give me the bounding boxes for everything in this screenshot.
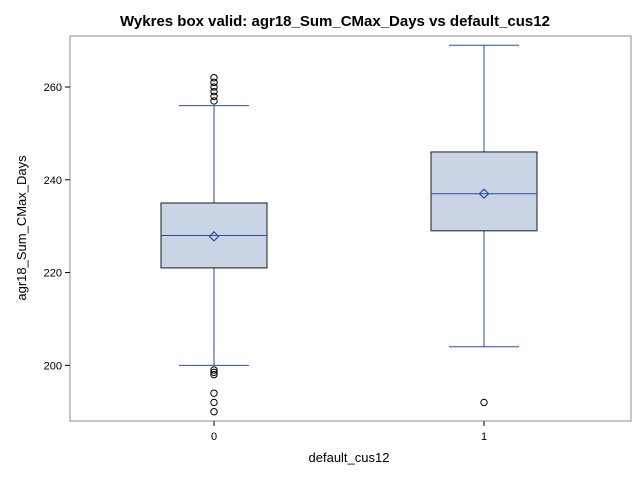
outlier-point	[210, 389, 218, 397]
y-tick-label: 200	[44, 360, 62, 372]
x-axis-label: default_cus12	[309, 450, 390, 465]
outlier-point	[210, 92, 218, 101]
outlier-point	[210, 74, 218, 82]
y-tick-label: 260	[44, 82, 62, 94]
outlier-point	[210, 370, 218, 379]
outlier-point	[210, 78, 218, 87]
outlier-point	[210, 366, 218, 374]
y-tick-label: 220	[44, 268, 62, 280]
chart-title: Wykres box valid: agr18_Sum_CMax_Days vs…	[120, 13, 550, 30]
outlier-point	[210, 83, 218, 91]
outlier-point	[480, 398, 488, 407]
outlier-point	[210, 97, 218, 105]
box-group-0	[160, 74, 268, 416]
box-group-1	[430, 44, 538, 407]
x-tick-label: 1	[481, 431, 487, 443]
outlier-point	[210, 408, 218, 416]
outlier-point	[210, 368, 218, 376]
y-tick-label: 240	[44, 175, 62, 187]
plot-area-frame	[69, 35, 632, 422]
iqr-box	[430, 151, 538, 232]
box-series	[160, 44, 538, 416]
x-tick-label: 0	[211, 431, 217, 443]
mean-marker	[208, 231, 220, 242]
outlier-point	[210, 398, 218, 407]
outlier-point	[210, 87, 218, 96]
y-axis: 200 220 240 260	[44, 82, 70, 372]
y-axis-label: agr18_Sum_CMax_Days	[14, 155, 29, 301]
mean-marker	[478, 188, 490, 200]
